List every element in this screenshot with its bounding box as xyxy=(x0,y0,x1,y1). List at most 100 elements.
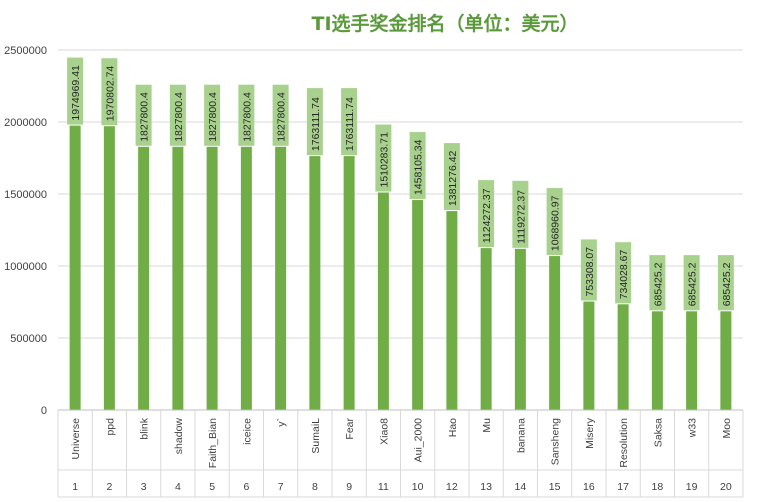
x-category-label: w33 xyxy=(687,418,699,438)
y-tick-label: 1500000 xyxy=(4,189,47,201)
x-category-label: Resolution xyxy=(618,418,630,468)
x-category-label: shadow xyxy=(173,418,185,455)
data-label: 1510283.71 xyxy=(375,124,392,192)
data-label-box xyxy=(478,180,495,248)
x-rank-label: 13 xyxy=(480,481,492,493)
x-category-label: y` xyxy=(276,418,288,427)
data-label: 1763111.74 xyxy=(306,88,323,156)
bar xyxy=(514,248,526,410)
x-category-label: blink xyxy=(139,417,151,439)
data-label-text: 753308.07 xyxy=(584,247,596,297)
bar xyxy=(309,156,321,410)
y-tick-label: 500000 xyxy=(10,333,47,345)
x-rank-label: 14 xyxy=(515,481,527,493)
data-label-text: 1124272.37 xyxy=(481,188,493,243)
bar xyxy=(720,311,732,410)
x-rank-label: 7 xyxy=(278,481,284,493)
data-label-text: 1827800.4 xyxy=(139,92,151,142)
data-label-text: 1827800.4 xyxy=(241,92,253,142)
data-label: 753308.07 xyxy=(580,239,597,301)
x-category-label: banana xyxy=(515,418,527,453)
data-label: 1827800.4 xyxy=(204,84,221,146)
data-label-box xyxy=(341,88,358,156)
data-label: 734028.67 xyxy=(615,242,632,304)
data-label-box xyxy=(512,180,529,248)
data-label: 1119272.37 xyxy=(512,180,529,248)
data-label: 1827800.4 xyxy=(238,84,255,146)
x-rank-label: 15 xyxy=(549,481,561,493)
x-category-label: Saksa xyxy=(652,418,664,447)
data-label-box xyxy=(375,124,392,192)
x-rank-label: 4 xyxy=(175,481,181,493)
y-tick-label: 0 xyxy=(41,405,47,417)
bar xyxy=(617,304,629,410)
x-category-label: Moo xyxy=(721,418,733,439)
data-label-text: 1827800.4 xyxy=(173,92,185,142)
data-label-box xyxy=(615,242,632,304)
data-label-box xyxy=(169,84,186,146)
data-label-text: 1068960.97 xyxy=(550,195,562,251)
data-label-box xyxy=(135,84,152,146)
data-label-text: 685425.2 xyxy=(652,262,664,306)
x-category-label: ppd xyxy=(104,418,116,436)
bars xyxy=(69,125,732,411)
x-rank-label: 16 xyxy=(583,481,595,493)
data-label-box xyxy=(443,143,460,211)
bar xyxy=(377,192,389,410)
data-label: 685425.2 xyxy=(683,255,700,311)
data-label-box xyxy=(238,84,255,146)
data-label-text: 1763111.74 xyxy=(344,97,356,151)
data-label: 1763111.74 xyxy=(341,88,358,156)
x-rank-label: 11 xyxy=(378,481,389,493)
data-label: 685425.2 xyxy=(649,255,666,311)
x-rank-label: 17 xyxy=(617,481,629,493)
data-label-box xyxy=(204,84,221,146)
bar xyxy=(583,301,595,410)
x-category-label: Misery xyxy=(584,417,596,449)
x-rank-label: 20 xyxy=(720,481,732,493)
data-label: 685425.2 xyxy=(717,255,734,311)
data-label-box xyxy=(683,255,700,311)
data-label-text: 685425.2 xyxy=(687,262,699,306)
bar xyxy=(138,146,150,410)
y-tick-label: 2500000 xyxy=(4,45,47,57)
gridlines xyxy=(58,49,743,339)
x-category-label: Mu xyxy=(481,418,493,433)
chart-title: TI选手奖金排名（单位：美元） xyxy=(311,12,578,35)
data-label: 1974969.41 xyxy=(67,57,84,125)
y-tick-label: 1000000 xyxy=(4,261,47,273)
data-label-text: 1510283.71 xyxy=(378,132,390,188)
x-rank-label: 6 xyxy=(243,481,249,493)
data-label-text: 1119272.37 xyxy=(515,190,527,244)
bar xyxy=(412,200,424,410)
data-label-text: 685425.2 xyxy=(721,262,733,306)
bar xyxy=(480,248,492,410)
x-axis: Universe 1 ppd 2 blink 3 shadow 4 Faith_Bian 5 ice… xyxy=(57,409,744,498)
bar xyxy=(651,311,663,410)
x-category-label: Fear xyxy=(344,418,356,440)
bar xyxy=(549,256,561,410)
y-tick-label: 2000000 xyxy=(4,117,47,129)
x-category-label: Faith_Bian xyxy=(207,418,219,468)
data-label-text: 1381276.42 xyxy=(447,150,459,206)
x-rank-label: 18 xyxy=(652,481,664,493)
data-label: 1827800.4 xyxy=(169,84,186,146)
data-label-text: 1974969.41 xyxy=(70,65,82,121)
data-label-box xyxy=(67,57,84,125)
x-rank-label: 2 xyxy=(106,481,112,493)
x-rank-label: 8 xyxy=(312,481,318,493)
x-category-label: SumaiL xyxy=(310,418,322,454)
data-label: 1124272.37 xyxy=(478,180,495,248)
data-label-box xyxy=(649,255,666,311)
x-rank-label: 9 xyxy=(346,481,352,493)
data-label-text: 1458105.34 xyxy=(413,139,425,195)
data-label-box xyxy=(580,239,597,301)
data-label-box xyxy=(546,188,563,256)
data-label: 1827800.4 xyxy=(272,84,289,146)
x-rank-label: 1 xyxy=(72,481,78,493)
data-label: 1970802.74 xyxy=(101,58,118,126)
bar xyxy=(206,146,218,410)
bar xyxy=(343,156,355,410)
bar xyxy=(275,146,287,410)
